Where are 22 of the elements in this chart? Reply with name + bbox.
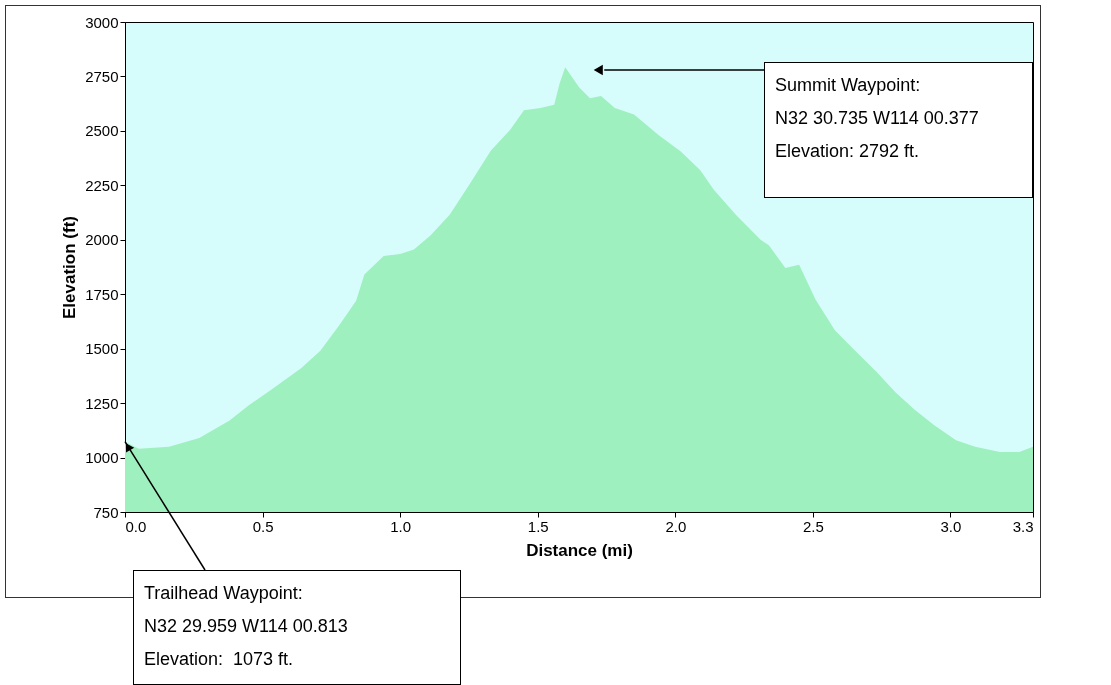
x-tick-label: 1.0: [390, 517, 412, 535]
y-tick-label: 1500: [85, 340, 119, 358]
x-tick-label: 2.5: [802, 517, 824, 535]
callout-box: Trailhead Waypoint: N32 29.959 W114 00.813 Elevation: 1073 ft.: [133, 570, 461, 685]
x-tick-label: 3.0: [940, 517, 962, 535]
y-tick-label: 1000: [85, 449, 119, 467]
x-axis-title: Distance (mi): [526, 540, 633, 560]
y-tick-label: 1250: [85, 394, 119, 412]
y-tick-label: 2250: [85, 176, 119, 194]
y-axis-title: Elevation (ft): [60, 216, 80, 319]
callout-box: Summit Waypoint: N32 30.735 W114 00.377 Elevation: 2792 ft.: [764, 62, 1033, 198]
x-tick-label: 1.5: [527, 517, 549, 535]
x-tick-label: 2.0: [665, 517, 687, 535]
y-tick-label: 2500: [85, 122, 119, 140]
y-tick-label: 2000: [85, 231, 119, 249]
y-tick-label: 1750: [85, 285, 119, 303]
y-tick-label: 3000: [85, 13, 119, 31]
x-tick-label: 0.0: [125, 517, 147, 535]
y-tick-label: 2750: [85, 67, 119, 85]
x-tick-label: 3.3: [1012, 517, 1034, 535]
y-tick-label: 750: [93, 503, 119, 521]
x-tick-label: 0.5: [252, 517, 274, 535]
